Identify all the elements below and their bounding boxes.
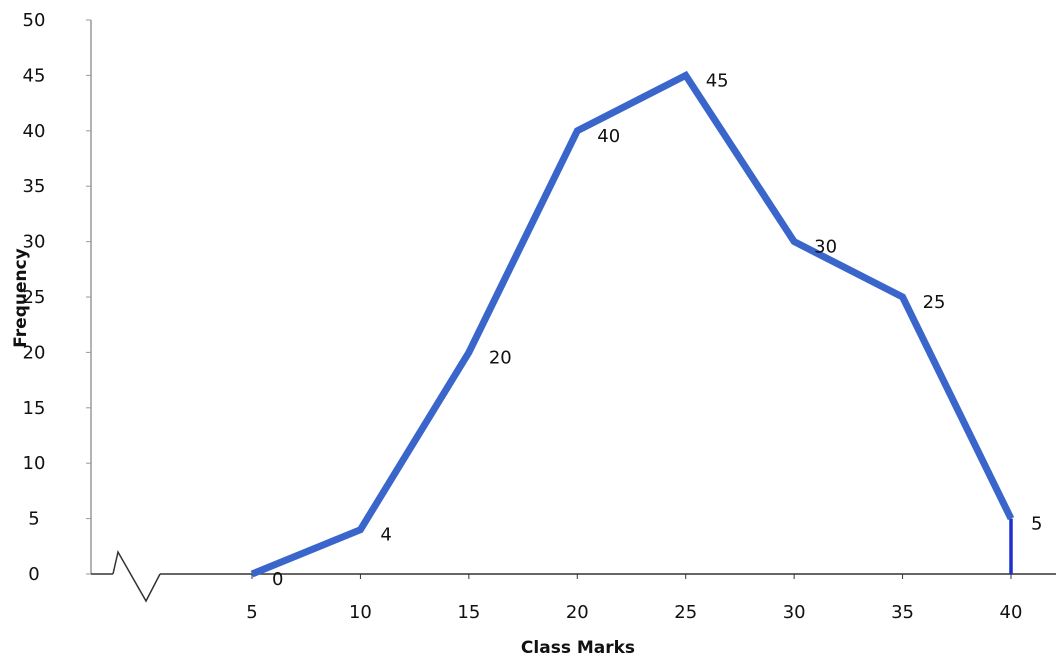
data-label: 5	[1031, 514, 1042, 535]
series-layer	[250, 70, 1015, 578]
x-tick-label: 30	[783, 602, 806, 623]
axis-break-mark	[112, 549, 161, 603]
x-axis-ticks: 5 10 15 20 25 30 35 40	[246, 574, 1022, 623]
x-tick-label: 25	[674, 602, 697, 623]
data-label: 45	[706, 70, 729, 91]
y-tick-label: 30	[23, 232, 46, 253]
y-tick-label: 10	[23, 453, 46, 474]
data-label: 0	[272, 569, 283, 590]
x-tick-label: 35	[891, 602, 914, 623]
x-tick-label: 20	[566, 602, 589, 623]
y-tick-label: 40	[23, 121, 46, 142]
y-tick-label: 15	[23, 398, 46, 419]
data-labels: 0 4 20 40 45 30 25 5	[272, 70, 1042, 590]
y-tick-label: 5	[28, 509, 39, 530]
y-tick-label: 50	[23, 10, 46, 31]
y-tick-label: 0	[28, 564, 39, 585]
y-tick-label: 20	[23, 342, 46, 363]
y-tick-label: 25	[23, 287, 46, 308]
data-label: 30	[814, 237, 837, 258]
data-label: 20	[489, 347, 512, 368]
x-tick-label: 10	[349, 602, 372, 623]
data-label: 40	[597, 126, 620, 147]
y-tick-label: 35	[23, 176, 46, 197]
data-label: 4	[380, 525, 391, 546]
x-tick-label: 40	[1000, 602, 1023, 623]
x-axis-title: Class Marks	[521, 638, 635, 658]
data-label: 25	[923, 292, 946, 313]
y-axis-title: Frequency	[11, 248, 31, 348]
y-tick-label: 45	[23, 65, 46, 86]
y-axis-ticks: 0 5 10 15 20 25 30 35 40 45 50	[23, 10, 91, 585]
x-tick-label: 15	[457, 602, 480, 623]
x-tick-label: 5	[246, 602, 257, 623]
series-line	[250, 70, 1015, 578]
